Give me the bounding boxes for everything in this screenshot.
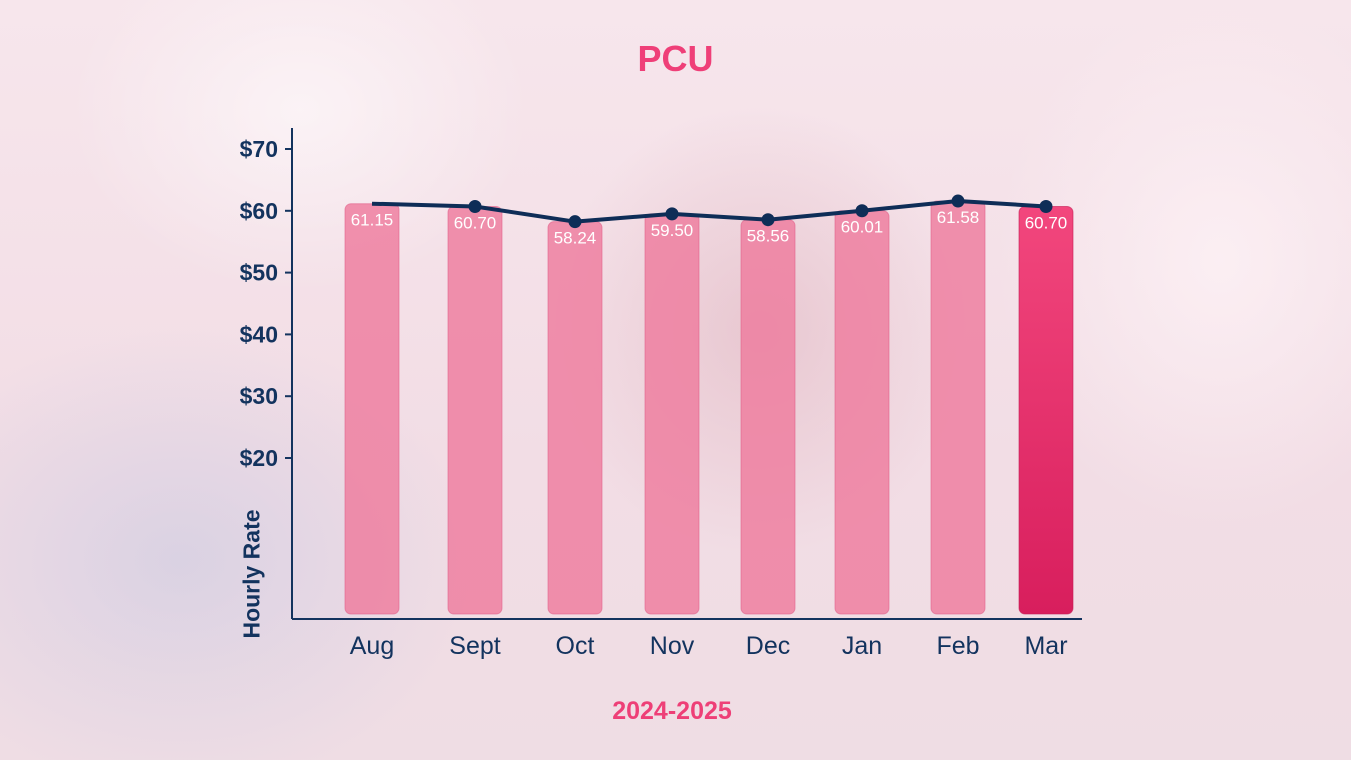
x-tick-label: Mar <box>1024 632 1067 660</box>
y-tick-label: $70 <box>240 136 278 162</box>
bars <box>344 200 1074 615</box>
data-label: 59.50 <box>651 221 694 240</box>
x-ticks: Aug Sept Oct Nov Dec Jan Feb Mar <box>350 632 1068 660</box>
y-tick-label: $50 <box>240 260 278 286</box>
chart-title: PCU <box>637 38 714 79</box>
bar-nov <box>644 213 700 615</box>
bar-dec <box>740 219 796 615</box>
bar-jan <box>834 210 890 615</box>
trend-point <box>665 207 679 221</box>
data-label: 58.56 <box>747 227 790 246</box>
data-label: 60.01 <box>841 218 884 237</box>
data-label: 61.58 <box>937 208 980 227</box>
data-label: 60.70 <box>454 213 497 232</box>
trend-point <box>468 199 482 213</box>
trend-point <box>1039 199 1053 213</box>
x-tick-label: Nov <box>650 632 695 660</box>
y-ticks: $20 $30 $40 $50 $60 $70 <box>240 136 292 471</box>
x-axis-title: 2024-2025 <box>612 697 732 725</box>
bar-mar <box>1018 205 1074 615</box>
y-axis-title: Hourly Rate <box>238 509 265 639</box>
trend-point <box>568 215 582 229</box>
x-tick-label: Feb <box>936 632 979 660</box>
bar-aug <box>344 203 400 615</box>
data-label: 58.24 <box>554 229 597 248</box>
data-label: 61.15 <box>351 211 394 230</box>
y-tick-label: $40 <box>240 321 278 347</box>
x-tick-label: Aug <box>350 632 394 660</box>
x-tick-label: Jan <box>842 632 882 660</box>
trend-point <box>761 213 775 227</box>
trend-point <box>855 204 869 218</box>
x-tick-label: Sept <box>449 632 500 660</box>
x-tick-label: Dec <box>746 632 790 660</box>
y-tick-label: $60 <box>240 198 278 224</box>
trend-point <box>951 194 965 208</box>
trend-line <box>371 194 1053 229</box>
data-labels: 61.15 60.70 58.24 59.50 58.56 60.01 61.58 60.70 <box>351 208 1068 248</box>
bar-oct <box>547 221 603 615</box>
data-label: 60.70 <box>1025 213 1068 232</box>
bar-feb <box>930 200 986 615</box>
trend-line-path <box>371 199 1047 224</box>
y-tick-label: $30 <box>240 383 278 409</box>
y-tick-label: $20 <box>240 445 278 471</box>
x-tick-label: Oct <box>556 632 595 660</box>
bar-sept <box>447 205 503 615</box>
